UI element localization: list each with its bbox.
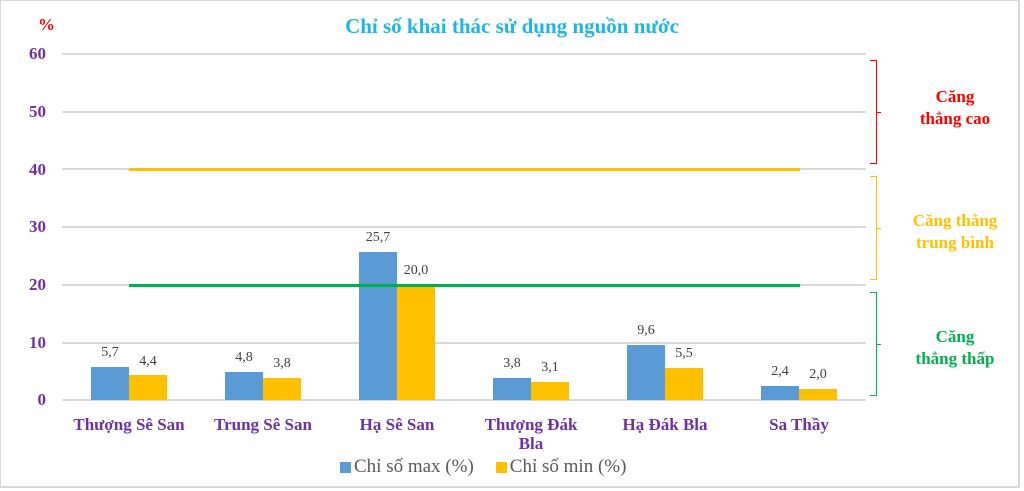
data-label-max: 4,8: [235, 350, 253, 365]
legend-item-min: Chỉ số min (%): [495, 456, 627, 478]
bracket-medium: [870, 176, 881, 280]
bar-max-thuong-se-san: [91, 367, 129, 400]
x-axis-baseline: [62, 399, 866, 401]
y-tick-40: 40: [29, 160, 46, 179]
x-label-ha-se-san: Hạ Sê San: [359, 415, 435, 434]
bar-max-ha-dak-bla: [627, 345, 665, 400]
legend-label-min: Chỉ số min (%): [509, 456, 627, 477]
data-label-min: 3,1: [541, 360, 559, 375]
data-label-min: 4,4: [139, 354, 157, 369]
bar-min-sa-thay: [799, 389, 837, 400]
threshold-line-40: [129, 168, 800, 171]
bar-min-thuong-dak-bla: [531, 382, 569, 400]
data-label-min: 5,5: [675, 346, 693, 361]
gridline-10: [62, 342, 866, 344]
legend-swatch-min: [495, 461, 507, 473]
zone-label-medium-line1: Căng thẳng: [912, 211, 998, 230]
y-tick-0: 0: [37, 390, 47, 409]
y-tick-10: 10: [29, 333, 46, 352]
bar-min-thuong-se-san: [129, 375, 167, 400]
bracket-high: [870, 60, 881, 164]
data-label-min: 3,8: [273, 356, 291, 371]
data-label-max: 5,7: [101, 345, 119, 360]
zone-label-high: Căng thẳng cao: [890, 86, 1020, 130]
threshold-line-20: [129, 284, 800, 287]
y-tick-50: 50: [29, 102, 46, 121]
data-label-max: 2,4: [771, 364, 789, 379]
gridline-30: [62, 226, 866, 228]
x-label-ha-dak-bla: Hạ Đák Bla: [622, 415, 708, 434]
zone-label-low: Căng thẳng thấp: [890, 326, 1020, 370]
zone-label-medium: Căng thẳng trung bình: [890, 210, 1020, 254]
legend-item-max: Chỉ số max (%): [340, 456, 474, 478]
data-label-min: 2,0: [809, 367, 827, 382]
bar-max-trung-se-san: [225, 372, 263, 400]
chart-title: Chỉ số khai thác sử dụng nguồn nước: [345, 14, 679, 38]
bracket-low: [870, 292, 881, 396]
legend-swatch-max: [340, 461, 351, 473]
y-axis-unit: %: [38, 15, 55, 34]
bar-min-ha-se-san: [397, 285, 435, 400]
data-label-max: 3,8: [503, 356, 521, 371]
data-label-max: 9,6: [637, 323, 655, 338]
zone-label-high-line2: thẳng cao: [919, 109, 991, 128]
bar-max-ha-se-san: [359, 252, 397, 400]
zone-label-medium-line2: trung bình: [916, 233, 994, 252]
zone-label-low-line1: Căng: [935, 327, 975, 346]
zone-label-high-line1: Căng: [935, 87, 975, 106]
bar-max-thuong-dak-bla: [493, 378, 531, 400]
gridline-60: [62, 53, 866, 55]
bar-max-sa-thay: [761, 386, 799, 400]
data-label-min: 20,0: [403, 263, 429, 278]
y-tick-20: 20: [29, 275, 46, 294]
data-label-max: 25,7: [365, 230, 391, 245]
x-label-trung-se-san: Trung Sê San: [214, 415, 312, 434]
bar-min-ha-dak-bla: [665, 368, 703, 400]
y-tick-60: 60: [29, 44, 46, 63]
legend: Chỉ số max (%) Chỉ số min (%): [340, 456, 626, 478]
bar-min-trung-se-san: [263, 378, 301, 400]
x-label-thuong-se-san: Thượng Sê San: [73, 415, 185, 434]
x-label-sa-thay: Sa Thầy: [769, 415, 829, 434]
zone-label-low-line2: thẳng thấp: [915, 349, 995, 368]
legend-label-max: Chỉ số max (%): [354, 456, 474, 477]
y-tick-30: 30: [29, 217, 46, 236]
x-label-thuong-dak-bla: Thượng Đák Bla: [484, 415, 578, 453]
gridline-50: [62, 111, 866, 113]
